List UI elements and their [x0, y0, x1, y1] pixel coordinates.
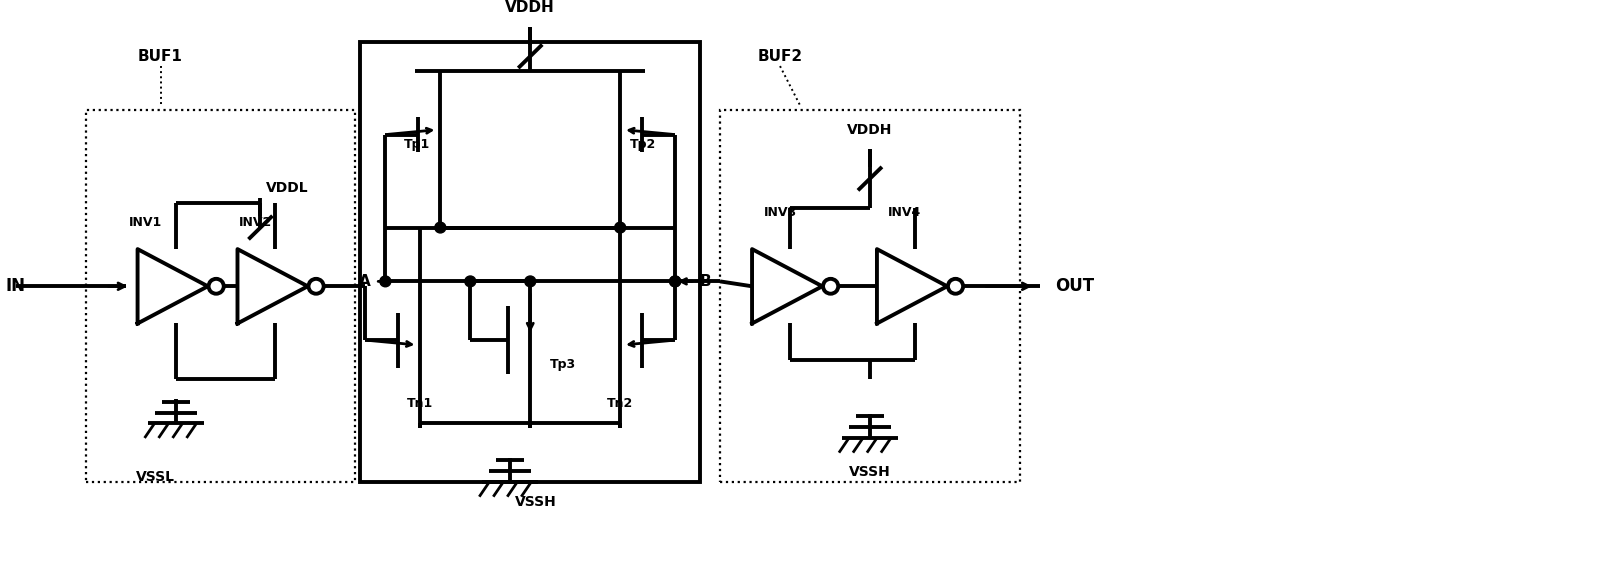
- Circle shape: [208, 279, 224, 294]
- Circle shape: [308, 279, 324, 294]
- Text: VDDL: VDDL: [265, 181, 308, 195]
- Circle shape: [465, 276, 476, 287]
- Polygon shape: [137, 249, 208, 324]
- Bar: [86, 110, 355, 482]
- Text: VSSL: VSSL: [136, 470, 174, 484]
- Text: VDDH: VDDH: [847, 123, 893, 137]
- Circle shape: [379, 276, 391, 287]
- Text: VSSH: VSSH: [515, 495, 557, 509]
- Text: Tp3: Tp3: [550, 358, 576, 371]
- Text: Tp2: Tp2: [629, 138, 657, 151]
- Text: OUT: OUT: [1056, 277, 1094, 295]
- Circle shape: [670, 276, 681, 287]
- Circle shape: [615, 222, 626, 233]
- Polygon shape: [237, 249, 308, 324]
- Text: INV2: INV2: [239, 216, 273, 229]
- Text: B: B: [700, 274, 712, 289]
- Circle shape: [947, 279, 964, 294]
- Text: VSSH: VSSH: [849, 465, 891, 479]
- Polygon shape: [752, 249, 822, 324]
- Text: Tn2: Tn2: [607, 397, 633, 410]
- Circle shape: [525, 276, 536, 287]
- Circle shape: [670, 276, 681, 287]
- Text: VDDH: VDDH: [505, 0, 555, 15]
- Text: IN: IN: [6, 277, 26, 295]
- Text: Tn1: Tn1: [407, 397, 434, 410]
- Text: Tp1: Tp1: [404, 138, 431, 151]
- Text: INV4: INV4: [888, 206, 922, 219]
- Circle shape: [434, 222, 445, 233]
- Text: INV1: INV1: [129, 216, 161, 229]
- Bar: [720, 110, 1020, 482]
- Text: BUF2: BUF2: [757, 49, 802, 64]
- Text: BUF1: BUF1: [139, 49, 182, 64]
- Polygon shape: [876, 249, 947, 324]
- Bar: [360, 42, 700, 482]
- Text: A: A: [358, 274, 370, 289]
- Circle shape: [823, 279, 838, 294]
- Text: INV3: INV3: [763, 206, 797, 219]
